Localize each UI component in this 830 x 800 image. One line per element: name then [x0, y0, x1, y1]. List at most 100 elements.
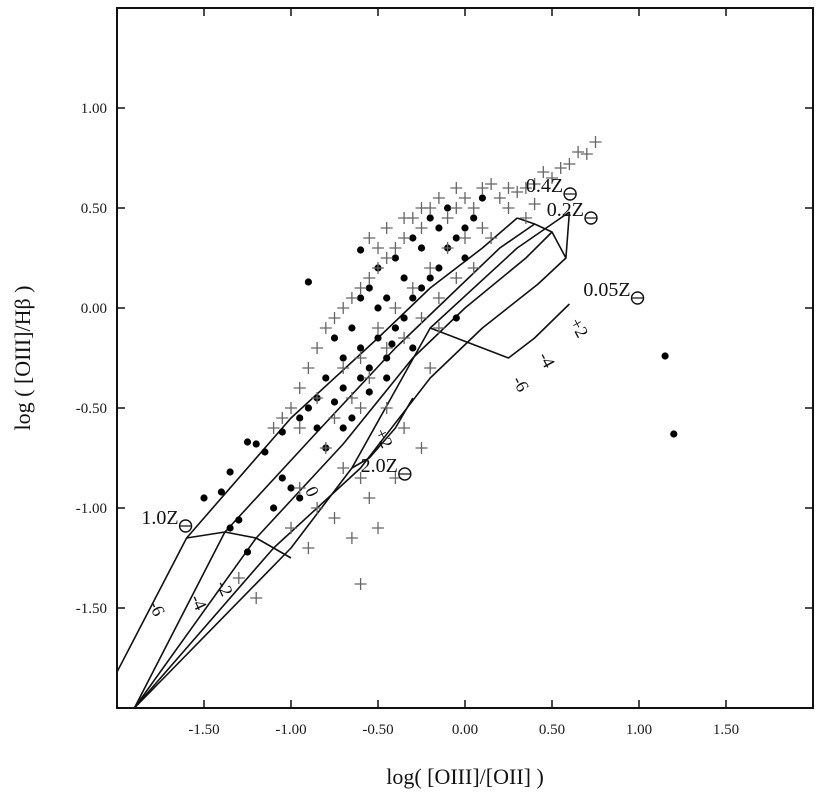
data-point-plus	[363, 272, 376, 284]
data-point-dot	[348, 414, 356, 422]
data-point-dot	[304, 404, 312, 412]
plot-frame-group	[116, 7, 814, 709]
data-point-plus	[302, 542, 315, 554]
data-point-dot	[252, 440, 260, 448]
data-point-dot	[388, 340, 396, 348]
data-point-plus	[285, 402, 297, 414]
data-point-dot	[287, 484, 295, 492]
data-point-dot	[278, 428, 286, 436]
data-point-dot	[452, 314, 460, 322]
ionization-curve-label: -4	[186, 591, 210, 613]
data-point-plus	[363, 492, 376, 504]
data-point-plus	[311, 342, 324, 354]
data-point-dot	[235, 516, 243, 524]
data-point-plus	[580, 148, 593, 160]
y-tick-label: -0.50	[76, 401, 107, 417]
model-grid-line	[186, 531, 292, 559]
data-point-dot	[409, 294, 417, 302]
data-point-plus	[328, 512, 341, 524]
y-axis-title: log ( [OIII]/Hβ )	[10, 286, 35, 431]
data-point-plus	[493, 192, 506, 204]
data-point-plus	[485, 232, 498, 244]
data-point-dot	[313, 424, 321, 432]
data-point-plus	[432, 292, 445, 304]
y-tick-label: -1.00	[76, 501, 107, 517]
data-point-dot	[270, 504, 278, 512]
data-point-plus	[345, 392, 358, 404]
data-point-dot	[348, 324, 356, 332]
data-point-plus	[415, 442, 428, 454]
data-point-dot	[452, 234, 460, 242]
data-point-plus	[441, 242, 454, 254]
data-point-plus	[415, 202, 428, 214]
data-point-dot	[670, 430, 678, 438]
data-point-plus	[572, 146, 585, 158]
data-point-dot	[435, 224, 443, 232]
metallicity-label: 0.4Z	[526, 175, 563, 197]
data-point-plus	[554, 162, 567, 174]
data-point-plus	[563, 158, 576, 170]
data-point-dot	[417, 284, 426, 292]
data-point-plus	[450, 182, 463, 194]
data-point-plus	[380, 342, 393, 354]
data-point-dot	[339, 354, 347, 362]
x-tick-label: 0.00	[452, 722, 478, 738]
y-tick-label: 0.50	[81, 201, 107, 217]
data-point-plus	[293, 422, 306, 434]
data-point-plus	[354, 282, 367, 294]
data-point-dot	[435, 264, 443, 272]
data-point-plus	[354, 352, 367, 364]
data-point-plus	[389, 472, 402, 484]
data-point-plus	[345, 532, 358, 544]
data-point-plus	[511, 186, 524, 198]
data-point-plus	[502, 182, 515, 194]
data-point-dot	[383, 374, 391, 382]
data-point-plus	[267, 422, 280, 434]
model-grid-line	[133, 211, 570, 709]
data-point-plus	[354, 472, 367, 484]
data-point-plus	[380, 402, 393, 414]
data-point-dot	[278, 474, 286, 482]
metallicity-label: 1.0Z	[141, 507, 178, 529]
data-point-dot	[296, 494, 304, 502]
data-point-plus	[415, 222, 428, 234]
data-point-plus	[485, 178, 498, 190]
data-point-dot	[661, 352, 669, 360]
data-point-plus	[319, 442, 332, 454]
model-grid-line	[116, 217, 518, 673]
data-point-plus	[589, 136, 602, 148]
annotations-group: 1.0Z2.0Z0.4Z0.2Z0.05Z-6 -4-2+20-6-4+2	[141, 175, 645, 619]
data-point-plus	[354, 402, 367, 414]
data-point-plus	[537, 166, 550, 178]
x-tick-label: -0.50	[362, 722, 393, 738]
data-point-dot	[461, 224, 469, 232]
data-point-plus	[441, 212, 454, 224]
data-point-plus	[398, 422, 411, 434]
data-point-plus	[293, 382, 306, 394]
ionization-curve-label: -6	[145, 597, 169, 619]
data-point-dot	[322, 374, 330, 382]
data-point-plus	[337, 462, 350, 474]
data-point-plus	[476, 182, 489, 194]
data-point-dot	[391, 254, 399, 262]
data-point-dot	[383, 354, 391, 362]
data-point-dot	[365, 388, 373, 396]
data-point-dot	[400, 274, 408, 282]
ionization-curve-label: -4	[535, 348, 560, 371]
data-point-dot	[357, 374, 365, 382]
x-tick-label: -1.00	[275, 722, 306, 738]
data-point-plus	[432, 322, 445, 334]
data-point-dot	[409, 344, 417, 352]
x-tick-label: 1.50	[713, 722, 739, 738]
data-point-dot	[383, 294, 391, 302]
data-point-plus	[328, 412, 341, 424]
data-point-plus	[354, 578, 367, 590]
axis-ticks-group: -1.50 -1.00 -0.50 0.00 0.50 1.00 1.50 1.00 0.50 0…	[76, 8, 813, 738]
data-point-plus	[467, 202, 480, 214]
data-point-dot	[426, 214, 434, 222]
data-point-plus	[389, 242, 402, 254]
x-tick-label: 0.50	[539, 722, 565, 738]
data-point-dot	[357, 344, 365, 352]
data-point-plus	[319, 322, 332, 334]
data-point-plus	[406, 282, 419, 294]
